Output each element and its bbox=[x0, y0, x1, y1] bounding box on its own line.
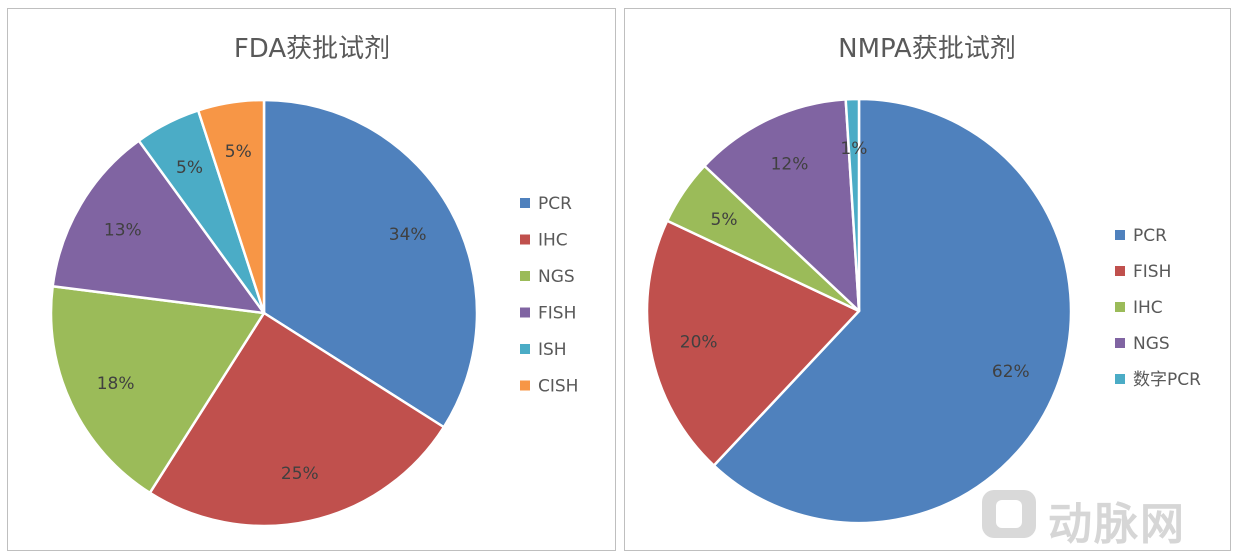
watermark: 动脉网 bbox=[982, 486, 1222, 550]
legend: PCR IHC NGS FISH ISH CISH bbox=[520, 194, 578, 397]
chart-title: FDA获批试剂 bbox=[234, 34, 390, 64]
pie-slice-fish bbox=[51, 139, 266, 315]
watermark-logo-icon bbox=[982, 490, 1036, 538]
legend-label-ngs: NGS bbox=[538, 267, 575, 287]
legend-label-ihc: IHC bbox=[1133, 298, 1163, 318]
nmpa-pie-chart: NMPA获批试剂 62% 20% 5% 12% 1% PCR FISH IHC NGS 数字PC… bbox=[645, 34, 1201, 525]
legend-label-pcr: PCR bbox=[538, 194, 572, 214]
slice-label-pcr: 62% bbox=[992, 362, 1030, 382]
legend-label-pcr: PCR bbox=[1133, 226, 1167, 246]
slice-label-ihc: 25% bbox=[281, 464, 319, 484]
pie-slice-ihc bbox=[148, 311, 446, 528]
legend-swatch-fish bbox=[1115, 266, 1125, 276]
legend-label-cish: CISH bbox=[538, 377, 578, 397]
legend-swatch-pcr bbox=[1115, 230, 1125, 240]
chart-panel-fda: FDA获批试剂 34% 25% 18% 13% 5% 5% PCR IHC NGS FISH IS… bbox=[7, 8, 616, 551]
chart-panel-nmpa: NMPA获批试剂 62% 20% 5% 12% 1% PCR FISH IHC NGS 数字PC… bbox=[624, 8, 1231, 551]
legend-swatch-ngs bbox=[1115, 338, 1125, 348]
pie-slice-pcr bbox=[844, 97, 861, 313]
slice-labels: 34% 25% 18% 13% 5% 5% bbox=[97, 142, 427, 484]
legend-label-ihc: IHC bbox=[538, 231, 568, 251]
fda-pie-chart: FDA获批试剂 34% 25% 18% 13% 5% 5% PCR IHC NGS FISH IS… bbox=[49, 34, 578, 528]
legend-swatch-ish bbox=[520, 344, 530, 354]
legend-swatch-ngs bbox=[520, 271, 530, 281]
legend-label-ish: ISH bbox=[538, 340, 567, 360]
legend-label-pcr: 数字PCR bbox=[1133, 370, 1201, 390]
slice-label-fish: 13% bbox=[104, 221, 142, 241]
legend-swatch-pcr bbox=[1115, 374, 1125, 384]
chart-title: NMPA获批试剂 bbox=[838, 34, 1016, 64]
pie-slice-pcr bbox=[712, 97, 1073, 525]
legend-swatch-pcr bbox=[520, 198, 530, 208]
legend-swatch-cish bbox=[520, 380, 530, 391]
slice-label-fish: 20% bbox=[680, 333, 718, 353]
slice-label-pcr: 1% bbox=[840, 139, 867, 159]
legend-swatch-ihc bbox=[1115, 302, 1125, 312]
pie-slice-ngs bbox=[49, 285, 266, 495]
slice-label-ish: 5% bbox=[176, 158, 203, 178]
watermark-text: 动脉网 bbox=[1048, 499, 1186, 550]
slice-labels: 62% 20% 5% 12% 1% bbox=[680, 139, 1030, 382]
legend-label-ngs: NGS bbox=[1133, 334, 1170, 354]
pie-slice-cish bbox=[196, 98, 266, 315]
legend-label-fish: FISH bbox=[1133, 262, 1171, 282]
pie-slices bbox=[49, 98, 479, 528]
slice-label-ngs: 12% bbox=[771, 154, 809, 174]
legend-swatch-ihc bbox=[520, 234, 530, 245]
slice-label-ihc: 5% bbox=[711, 210, 738, 230]
slice-label-pcr: 34% bbox=[389, 225, 427, 245]
slice-label-ngs: 18% bbox=[97, 374, 135, 394]
slice-label-cish: 5% bbox=[225, 142, 252, 162]
legend-label-fish: FISH bbox=[538, 304, 576, 324]
legend: PCR FISH IHC NGS 数字PCR bbox=[1115, 226, 1201, 390]
pie-slice-ngs bbox=[703, 98, 861, 313]
legend-swatch-fish bbox=[520, 307, 530, 318]
pie-slices bbox=[645, 97, 1073, 525]
pie-slice-fish bbox=[645, 219, 861, 467]
